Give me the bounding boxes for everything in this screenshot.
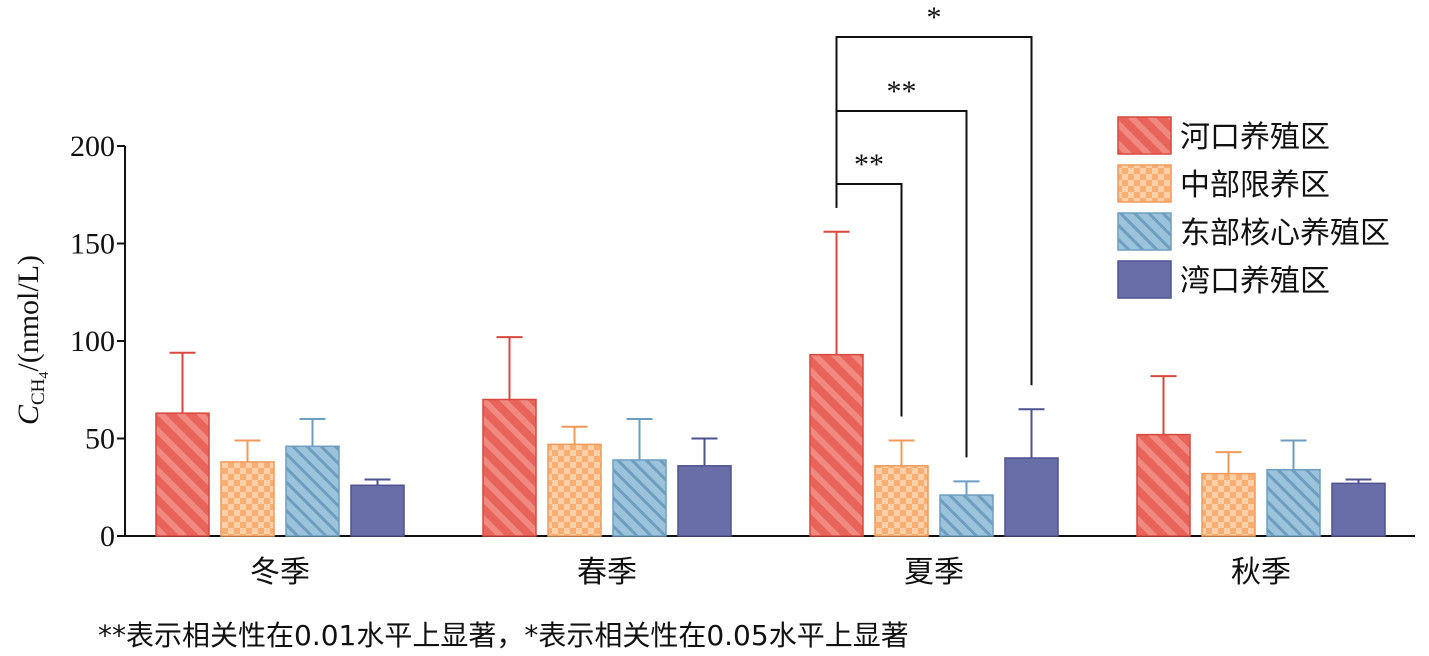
bar (1004, 457, 1059, 537)
y-tick-label: 150 (70, 228, 115, 261)
bar (1136, 433, 1191, 537)
bar (350, 484, 405, 537)
legend-swatch (1117, 116, 1172, 155)
footnote: **表示相关性在0.01水平上显著，*表示相关性在0.05水平上显著 (98, 619, 909, 652)
bars (155, 230, 1386, 537)
bar (220, 461, 275, 537)
significance-label: * (927, 1, 942, 34)
bar (285, 445, 340, 537)
bar (612, 459, 667, 537)
bar (155, 412, 210, 537)
bar (1201, 472, 1256, 537)
significance-label: ** (854, 148, 884, 181)
legend-swatch (1117, 164, 1172, 203)
bar (677, 465, 732, 537)
y-tick-label: 0 (100, 520, 115, 553)
legend-label: 东部核心养殖区 (1180, 216, 1390, 251)
significance-bracket (835, 36, 1033, 386)
legend-label: 湾口养殖区 (1180, 264, 1330, 299)
x-tick-label: 秋季 (1231, 555, 1291, 590)
y-axis-label: CCH4/(nmol/L) (12, 255, 52, 425)
legend-label: 中部限养区 (1180, 168, 1330, 203)
y-tick-label: 200 (70, 130, 115, 163)
bar (1331, 482, 1386, 537)
legend-swatch (1117, 212, 1172, 251)
significance-brackets: ***** (835, 1, 1033, 458)
legend-swatch (1117, 260, 1172, 299)
bar (939, 494, 994, 537)
x-tick-label: 冬季 (250, 555, 310, 590)
bar (1266, 468, 1321, 537)
bar (482, 398, 537, 537)
x-tick-label: 春季 (577, 555, 637, 590)
y-tick-label: 50 (85, 423, 115, 456)
bar (809, 353, 864, 537)
legend-label: 河口养殖区 (1180, 120, 1330, 155)
significance-label: ** (887, 75, 917, 108)
bar (874, 465, 929, 537)
y-tick-label: 100 (70, 325, 115, 358)
bar (547, 443, 602, 537)
axes: 0 50 100 150 200 冬季 春季 夏季 秋季 (70, 130, 1415, 590)
x-tick-label: 夏季 (904, 555, 964, 590)
